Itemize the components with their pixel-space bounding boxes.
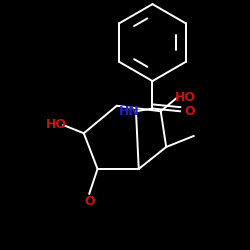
Text: HO: HO — [46, 118, 67, 132]
Text: HO: HO — [175, 91, 196, 104]
Text: O: O — [84, 196, 94, 208]
Text: O: O — [184, 105, 195, 118]
Text: HN: HN — [119, 105, 140, 118]
